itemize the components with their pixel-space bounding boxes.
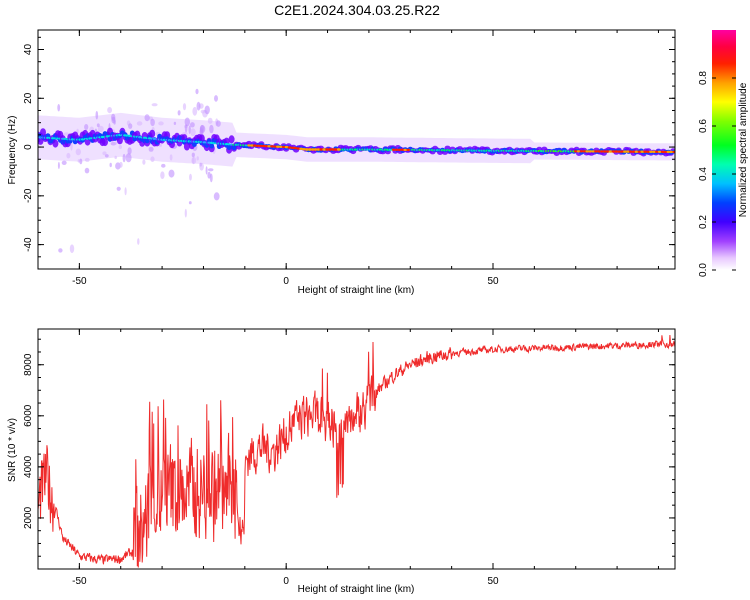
- snr-y-tick-label: 2000: [23, 506, 34, 529]
- spectrogram-panel: -50 0 50 -40 -20 0 20 40 Height of straight li…: [7, 29, 676, 296]
- snr-x-tick-label: 50: [487, 576, 499, 587]
- spectrogram-y-tick-label: 20: [23, 92, 34, 104]
- snr-frame: [37, 328, 676, 570]
- spectrogram-y-axis-label: Frequency (Hz): [7, 116, 18, 185]
- colorbar-tick-label: 0.6: [698, 119, 709, 133]
- colorbar-label: Normalized spectral amplitude: [738, 82, 749, 217]
- colorbar-tick-label: 0.0: [698, 263, 709, 277]
- snr-y-axis-label: SNR (10 * v/v): [7, 418, 18, 482]
- snr-y-tick-label: 4000: [23, 455, 34, 478]
- spectrogram-x-tick-label: 50: [487, 276, 499, 287]
- colorbar-tick-label: 0.4: [698, 167, 709, 181]
- snr-x-tick-label: 0: [283, 576, 289, 587]
- snr-y-tick-label: 6000: [23, 404, 34, 427]
- colorbar-tick-label: 0.2: [698, 215, 709, 229]
- spectrogram-y-tick-label: 40: [23, 44, 34, 56]
- spectrogram-heatmap: [38, 88, 675, 253]
- snr-series-line: [38, 334, 675, 568]
- colorbar-ticks: 0.0 0.2 0.4 0.6 0.8: [698, 71, 736, 277]
- snr-y-ticks: 2000 4000 6000 8000: [23, 338, 675, 557]
- snr-x-tick-label: -50: [72, 576, 87, 587]
- spectrogram-y-tick-label: 0: [23, 144, 34, 150]
- spectrogram-x-ticks: -50 0 50: [37, 30, 659, 287]
- snr-panel: -50 0 50 2000 4000 6000 8000 Height of straig…: [7, 328, 676, 595]
- colorbar-gradient: [712, 30, 736, 270]
- spectrogram-y-ticks: -40 -20 0 20 40: [23, 36, 675, 270]
- colorbar-tick-label: 0.8: [698, 71, 709, 85]
- spectrogram-x-tick-label: 0: [283, 276, 289, 287]
- snr-y-tick-label: 8000: [23, 353, 34, 376]
- snr-x-axis-label: Height of straight line (km): [298, 584, 415, 595]
- snr-x-ticks: -50 0 50: [37, 329, 659, 587]
- spectrogram-x-axis-label: Height of straight line (km): [298, 285, 415, 296]
- figure-title: C2E1.2024.304.03.25.R22: [274, 2, 440, 18]
- colorbar: 0.0 0.2 0.4 0.6 0.8 Normalized spectral ampl…: [698, 30, 749, 277]
- spectrogram-x-tick-label: -50: [72, 276, 87, 287]
- spectrogram-y-tick-label: -20: [23, 188, 34, 203]
- spectrogram-y-tick-label: -40: [23, 237, 34, 252]
- spectrogram-frame: [37, 29, 676, 270]
